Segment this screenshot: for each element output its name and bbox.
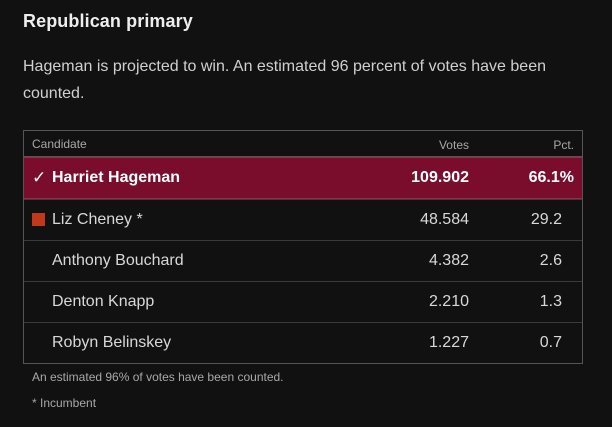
table-row: Liz Cheney * 48.584 29.2 xyxy=(24,199,582,240)
candidate-votes: 48.584 xyxy=(420,211,469,228)
check-icon: ✓ xyxy=(32,168,47,187)
race-summary: Hageman is projected to win. An estimate… xyxy=(23,58,546,102)
header-pct: Pct. xyxy=(553,138,574,152)
candidate-pct: 29.2 xyxy=(530,211,562,228)
header-votes: Votes xyxy=(438,138,469,152)
results-table: Candidate Votes Pct. ✓ Harriet Hageman 1… xyxy=(23,130,583,364)
candidate-name: Anthony Bouchard xyxy=(52,252,184,269)
table-row: Robyn Belinskey 1.227 0.7 xyxy=(24,322,582,363)
candidate-pct: 66.1% xyxy=(528,169,574,186)
table-row: Denton Knapp 2.210 1.3 xyxy=(24,281,582,322)
candidate-votes: 2.210 xyxy=(428,293,469,310)
incumbent-note: * Incumbent xyxy=(32,396,97,410)
candidate-votes: 109.902 xyxy=(411,169,469,186)
candidate-pct: 2.6 xyxy=(539,252,562,269)
table-header: Candidate Votes Pct. xyxy=(24,131,582,157)
candidate-name: Liz Cheney * xyxy=(52,211,143,228)
square-marker-icon xyxy=(32,213,45,226)
table-row: Anthony Bouchard 4.382 2.6 xyxy=(24,240,582,281)
candidate-name: Harriet Hageman xyxy=(52,169,181,186)
header-candidate: Candidate xyxy=(32,137,87,151)
candidate-name: Robyn Belinskey xyxy=(52,334,172,351)
counted-note: An estimated 96% of votes have been coun… xyxy=(32,370,284,384)
candidate-votes: 4.382 xyxy=(428,252,469,269)
candidate-name: Denton Knapp xyxy=(52,293,155,310)
candidate-pct: 1.3 xyxy=(539,293,562,310)
candidate-pct: 0.7 xyxy=(539,334,562,351)
table-row-winner: ✓ Harriet Hageman 109.902 66.1% xyxy=(24,157,582,199)
candidate-votes: 1.227 xyxy=(428,334,469,351)
race-title: Republican primary xyxy=(23,11,193,31)
